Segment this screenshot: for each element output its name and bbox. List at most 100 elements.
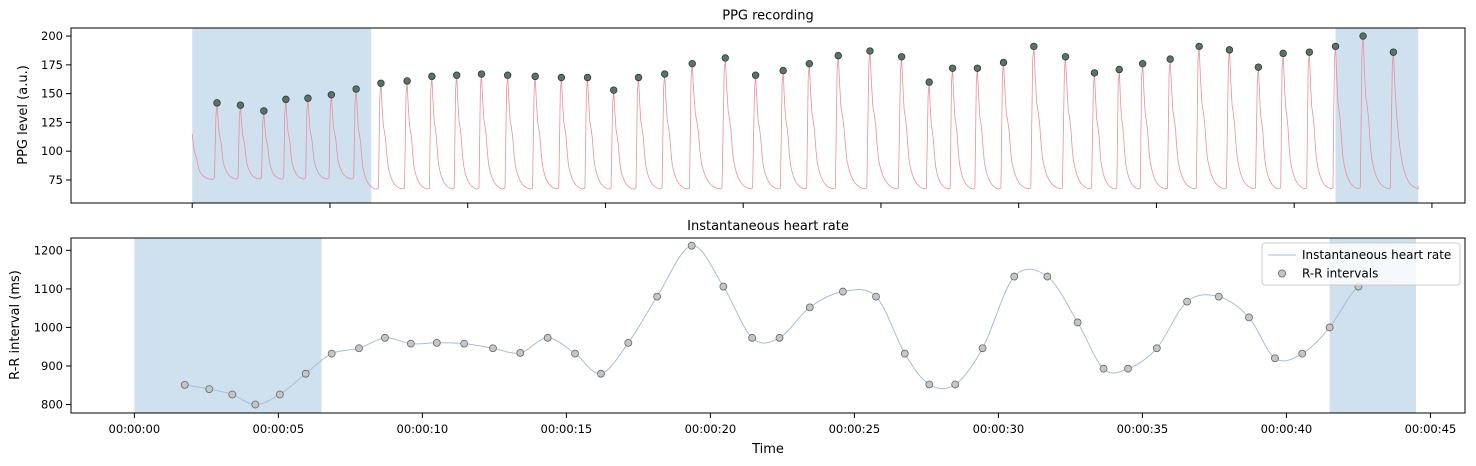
rr-interval-point	[951, 380, 960, 389]
heart-rate-panel: Instantaneous heart rate 800 900 1000 1100 1…	[8, 219, 1466, 457]
ppg-peak-point	[948, 64, 957, 72]
ppg-peak-point	[403, 77, 411, 85]
ppg-peak-point	[452, 71, 461, 79]
ppg-peak-point	[531, 72, 539, 81]
rr-interval-point	[775, 333, 784, 342]
ppg-peak-point	[834, 51, 842, 60]
ppg-peak-point	[260, 107, 268, 115]
ppg-peak-point	[1166, 55, 1174, 63]
ppg-peak-point	[304, 94, 312, 102]
x-tick-label: 00:00:45	[1405, 422, 1457, 436]
rr-interval-point	[900, 349, 909, 358]
legend-box	[1261, 242, 1461, 286]
y-tick-label: 1000	[34, 320, 63, 334]
ppg-peak-point	[1195, 42, 1203, 51]
ppg-peak-point	[973, 64, 982, 72]
ppg-peak-point	[1061, 53, 1070, 61]
legend: Instantaneous heart rate R-R intervals	[1261, 242, 1461, 286]
rr-interval-point	[1010, 272, 1019, 281]
rr-interval-point	[748, 333, 757, 342]
rr-interval-point	[719, 282, 728, 291]
rr-interval-point	[1099, 364, 1108, 373]
ppg-peak-point	[1279, 49, 1287, 58]
rr-interval-point	[838, 287, 847, 296]
ppg-peak-point	[1389, 48, 1398, 56]
rr-interval-points	[180, 241, 1363, 409]
ppg-peak-point	[660, 70, 669, 78]
ppg-peak-point	[477, 70, 486, 78]
ppg-panel: PPG recording 75 100 125 150 175 200 PPG leve…	[16, 9, 1466, 208]
shaded-region-0	[134, 238, 322, 413]
ppg-title: PPG recording	[722, 9, 814, 24]
rr-interval-point	[180, 380, 189, 389]
y-tick-label: 125	[41, 115, 63, 129]
ppg-peak-point	[377, 79, 385, 87]
ppg-y-ticks: 75 100 125 150 175 200	[41, 29, 71, 187]
shaded-region-0	[192, 28, 372, 203]
ppg-peak-point	[583, 73, 592, 82]
x-tick-label: 00:00:40	[1261, 422, 1313, 436]
rr-interval-point	[1271, 354, 1279, 363]
shaded-region-1	[1335, 28, 1419, 203]
rr-interval-point	[516, 348, 525, 357]
ppg-shaded-regions	[192, 28, 1419, 203]
ppg-peak-point	[1225, 46, 1234, 54]
ppg-peak-point	[1359, 32, 1367, 40]
ppg-axes-frame	[70, 27, 1466, 204]
x-tick-label: 00:00:15	[541, 422, 593, 436]
y-tick-label: 150	[41, 87, 63, 101]
ppg-peak-point	[236, 101, 245, 109]
y-tick-label: 175	[41, 58, 63, 72]
ppg-peak-point	[1305, 48, 1314, 56]
y-tick-label: 900	[41, 359, 63, 373]
ppg-peak-point	[805, 59, 814, 68]
ppg-peak-point	[721, 54, 729, 62]
heart-rate-axes-frame	[70, 237, 1466, 414]
rr-interval-point	[1183, 297, 1191, 306]
heart-rate-shaded-regions	[134, 238, 1417, 413]
ppg-peaks	[213, 32, 1398, 115]
rr-interval-point	[543, 333, 552, 342]
legend-point-swatch	[1278, 269, 1287, 278]
rr-interval-point	[406, 339, 415, 348]
x-tick-label: 00:00:30	[973, 422, 1025, 436]
ppg-peak-point	[1138, 59, 1147, 68]
ppg-peak-point	[634, 73, 643, 82]
ppg-peak-point	[428, 72, 436, 81]
ppg-peak-point	[1115, 65, 1123, 74]
rr-interval-point	[228, 390, 237, 399]
heart-rate-line	[184, 245, 1391, 406]
ppg-peak-point	[688, 59, 696, 68]
ppg-peak-point	[751, 71, 760, 79]
ppg-peak-point	[779, 66, 787, 75]
x-tick-label: 00:00:05	[253, 422, 305, 436]
y-tick-label: 1200	[34, 243, 63, 257]
heart-rate-y-ticks: 800 900 1000 1100 1200	[34, 243, 71, 412]
y-tick-label: 1100	[34, 282, 63, 296]
y-tick-label: 800	[41, 398, 63, 412]
x-tick-label: 00:00:00	[109, 422, 161, 436]
ppg-peak-point	[282, 95, 290, 104]
rr-interval-point	[460, 339, 469, 348]
ppg-x-ticks	[191, 203, 1433, 208]
rr-interval-point	[687, 241, 696, 250]
y-tick-label: 200	[41, 29, 63, 43]
rr-interval-point	[251, 400, 260, 409]
rr-interval-point	[1043, 272, 1052, 281]
ppg-peak-point	[1254, 63, 1263, 71]
rr-interval-point	[978, 344, 987, 353]
rr-interval-point	[489, 344, 497, 353]
x-tick-label: 00:00:25	[829, 422, 881, 436]
rr-interval-point	[597, 369, 605, 378]
rr-interval-point	[275, 390, 284, 399]
ppg-peak-point	[999, 58, 1008, 67]
ppg-peak-point	[1030, 42, 1038, 51]
rr-interval-point	[872, 292, 880, 301]
rr-interval-point	[355, 344, 363, 353]
ppg-peak-point	[897, 53, 906, 61]
y-tick-label: 100	[41, 144, 63, 158]
rr-interval-point	[205, 385, 214, 394]
ppg-peak-point	[1331, 42, 1340, 51]
ppg-signal	[191, 36, 1419, 190]
